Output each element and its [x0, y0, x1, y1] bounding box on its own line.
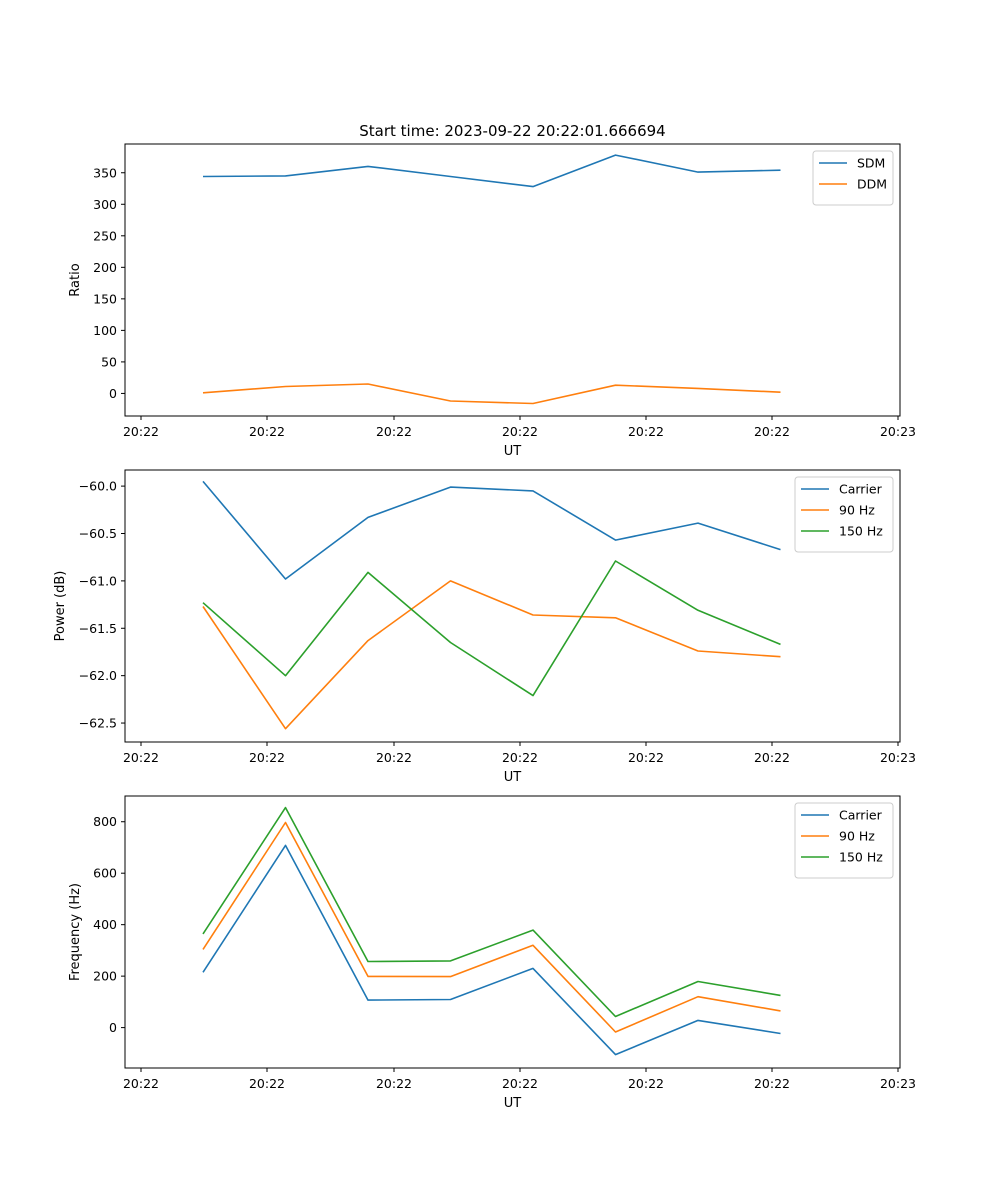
x-tick-label: 20:22: [754, 424, 790, 439]
figure-title: Start time: 2023-09-22 20:22:01.666694: [359, 122, 665, 140]
y-tick-label: 350: [93, 165, 117, 180]
x-tick-label: 20:22: [502, 424, 538, 439]
x-tick-label: 20:22: [249, 1076, 285, 1091]
axes-frame: [124, 143, 901, 417]
y-tick-label: 0: [109, 386, 117, 401]
legend-box: [812, 150, 894, 206]
x-tick-label: 20:22: [754, 750, 790, 765]
x-tick-label: 20:22: [249, 750, 285, 765]
legend-label: Carrier: [839, 482, 883, 497]
legend-label: 150 Hz: [839, 524, 883, 539]
y-tick-label: 100: [93, 323, 117, 338]
legend: Carrier 90 Hz 150 Hz: [794, 802, 894, 879]
subplot-1: 0 50 100 150 200 250 300 350 20:22 20:22 20:22 20:2…: [68, 143, 916, 459]
y-tick-label: 250: [93, 228, 117, 243]
legend-label: 90 Hz: [839, 503, 875, 518]
x-axis-label: UT: [504, 1096, 522, 1111]
series-line-90-hz: [202, 580, 781, 730]
y-tick-label: 400: [93, 917, 117, 932]
x-tick-label: 20:22: [376, 750, 412, 765]
legend: Carrier 90 Hz 150 Hz: [794, 476, 894, 553]
y-tick-label: −61.0: [79, 573, 117, 588]
y-tick-label: 300: [93, 197, 117, 212]
y-tick-label: −62.0: [79, 668, 117, 683]
y-axis-label: Power (dB): [53, 571, 68, 642]
x-tick-label: 20:22: [754, 1076, 790, 1091]
y-tick-label: −61.5: [79, 621, 117, 636]
legend-label: 150 Hz: [839, 850, 883, 865]
y-tick-label: −62.5: [79, 716, 117, 731]
legend-label: 90 Hz: [839, 829, 875, 844]
legend: SDM DDM: [812, 150, 894, 206]
y-tick-label: 150: [93, 291, 117, 306]
series-line-carrier: [202, 480, 781, 580]
x-tick-label: 20:22: [123, 424, 159, 439]
series-line-sdm: [202, 154, 781, 188]
series-line-150-hz: [202, 560, 781, 697]
y-tick-label: −60.5: [79, 526, 117, 541]
series-line-carrier: [202, 844, 781, 1056]
y-tick-label: 0: [109, 1020, 117, 1035]
axes-frame: [124, 795, 901, 1069]
y-tick-label: 200: [93, 260, 117, 275]
series-line-ddm: [202, 383, 781, 405]
subplot-3: 0 200 400 600 800 20:22 20:22 20:22 20:22 20:22 20…: [68, 795, 916, 1111]
x-axis-label: UT: [504, 444, 522, 459]
legend-box: [794, 802, 894, 879]
subplots: 0 50 100 150 200 250 300 350 20:22 20:22 20:22 20:2…: [53, 143, 916, 1111]
x-tick-label: 20:22: [502, 1076, 538, 1091]
x-tick-label: 20:23: [880, 1076, 916, 1091]
legend-box: [794, 476, 894, 553]
legend-label: DDM: [857, 177, 887, 192]
y-tick-label: 600: [93, 866, 117, 881]
x-tick-label: 20:22: [376, 1076, 412, 1091]
x-tick-label: 20:22: [123, 750, 159, 765]
y-tick-label: 50: [101, 354, 117, 369]
y-tick-label: 800: [93, 814, 117, 829]
y-tick-label: −60.0: [79, 479, 117, 494]
y-tick-label: 200: [93, 969, 117, 984]
x-tick-label: 20:22: [628, 750, 664, 765]
axes-frame: [124, 469, 901, 743]
x-tick-label: 20:22: [123, 1076, 159, 1091]
x-tick-label: 20:22: [628, 1076, 664, 1091]
x-tick-label: 20:23: [880, 750, 916, 765]
legend-label: SDM: [857, 156, 885, 171]
legend-label: Carrier: [839, 808, 883, 823]
x-tick-label: 20:22: [376, 424, 412, 439]
subplot-2: −60.0 −60.5 −61.0 −61.5 −62.0 −62.5 20:22 20:22…: [53, 469, 916, 785]
y-axis-label: Ratio: [68, 263, 83, 296]
x-axis-label: UT: [504, 770, 522, 785]
x-tick-label: 20:22: [502, 750, 538, 765]
x-tick-label: 20:23: [880, 424, 916, 439]
y-axis-label: Frequency (Hz): [68, 883, 83, 981]
x-tick-label: 20:22: [628, 424, 664, 439]
series-line-150-hz: [202, 806, 781, 1018]
x-tick-label: 20:22: [249, 424, 285, 439]
series-line-90-hz: [202, 821, 781, 1033]
